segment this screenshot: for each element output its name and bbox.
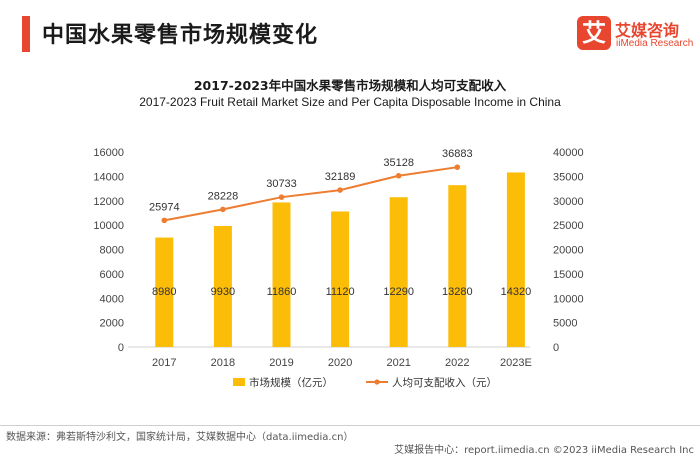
x-tick-label: 2022 (445, 357, 469, 369)
y-right-tick-label: 10000 (553, 293, 584, 305)
footer-credit: 艾媒报告中心：report.iimedia.cn ©2023 iiMedia R… (394, 445, 694, 456)
chart-subtitle: 2017-2023 Fruit Retail Market Size and P… (139, 95, 561, 109)
y-left-tick-label: 4000 (100, 293, 124, 305)
line-point (395, 172, 402, 179)
bar-series: 8980 9930 11860 11120 12290 13280 14320 (152, 172, 531, 347)
line-series: 25974 28228 30733 32189 35128 36883 (149, 148, 473, 224)
bar (389, 197, 408, 347)
legend-bar-label: 市场规模（亿元） (249, 376, 333, 389)
line-value-label: 36883 (442, 148, 473, 160)
legend-line-marker (374, 379, 380, 385)
y-right-tick-label: 0 (553, 342, 559, 354)
line-point (220, 206, 226, 213)
y-left-tick-label: 16000 (93, 147, 124, 159)
y-left-tick-label: 0 (118, 342, 124, 354)
bar-value-label: 12290 (383, 286, 414, 298)
logo-name-en: iiMedia Research (616, 38, 694, 49)
y-right-tick-label: 5000 (553, 318, 577, 330)
y-axis-left: 0 2000 4000 6000 8000 10000 12000 14000 16000 (93, 147, 124, 354)
x-axis: 2017 2018 2019 2020 2021 2022 2023E (152, 357, 532, 369)
bar (272, 202, 291, 347)
x-tick-label: 2018 (211, 357, 235, 369)
brand-logo: 艾 艾媒咨询 iiMedia Research (577, 14, 697, 54)
line-path (164, 166, 458, 222)
legend: 市场规模（亿元） 人均可支配收入（元） (233, 376, 497, 389)
bar-value-label: 8980 (152, 286, 176, 298)
line-point (454, 164, 461, 170)
logo-mark-icon: 艾 (577, 16, 611, 50)
bar-value-label: 13280 (442, 286, 473, 298)
bar-value-label: 11860 (267, 286, 297, 298)
y-right-tick-label: 25000 (553, 220, 584, 232)
y-left-tick-label: 14000 (93, 171, 124, 183)
bar-value-label: 11120 (326, 286, 355, 298)
y-right-tick-label: 30000 (553, 196, 584, 208)
line-value-label: 28228 (208, 190, 239, 202)
x-tick-label: 2019 (269, 357, 293, 369)
page-title: 中国水果零售市场规模变化 (42, 23, 319, 48)
y-right-tick-label: 40000 (553, 147, 584, 159)
footer-divider (0, 425, 700, 426)
y-right-tick-label: 15000 (553, 269, 584, 281)
legend-bar-swatch (233, 378, 245, 386)
y-axis-right: 0 5000 10000 15000 20000 25000 30000 35000 40000 (553, 147, 584, 354)
title-accent-bar (22, 16, 30, 52)
line-value-label: 35128 (383, 157, 414, 169)
x-tick-label: 2017 (152, 357, 176, 369)
y-left-tick-label: 8000 (100, 245, 124, 257)
logo-name-cn: 艾媒咨询 (615, 21, 680, 40)
bar-value-label: 14320 (501, 286, 532, 298)
line-value-label: 32189 (325, 171, 356, 183)
x-tick-label: 2023E (500, 357, 532, 369)
y-right-tick-label: 20000 (553, 245, 584, 257)
bar (506, 172, 525, 347)
bar (213, 225, 232, 347)
bar (448, 185, 467, 347)
legend-line-label: 人均可支配收入（元） (392, 376, 497, 389)
footer-source: 数据来源：弗若斯特沙利文，国家统计局，艾媒数据中心（data.iimedia.c… (6, 432, 354, 443)
line-value-label: 30733 (266, 178, 297, 190)
y-left-tick-label: 12000 (93, 196, 124, 208)
bar (331, 211, 350, 347)
line-value-label: 25974 (149, 201, 180, 213)
line-point (161, 217, 168, 224)
y-right-tick-label: 35000 (553, 171, 584, 183)
y-left-tick-label: 10000 (93, 220, 124, 232)
chart: 2017-2023年中国水果零售市场规模和人均可支配收入 2017-2023 F… (93, 78, 584, 389)
x-tick-label: 2021 (386, 357, 410, 369)
y-left-tick-label: 2000 (100, 318, 124, 330)
line-point (337, 187, 343, 193)
line-point (278, 194, 285, 200)
x-tick-label: 2020 (328, 357, 352, 369)
chart-title: 2017-2023年中国水果零售市场规模和人均可支配收入 (194, 78, 507, 93)
bar (155, 237, 174, 347)
y-left-tick-label: 6000 (100, 269, 124, 281)
bar-value-label: 9930 (211, 286, 235, 298)
